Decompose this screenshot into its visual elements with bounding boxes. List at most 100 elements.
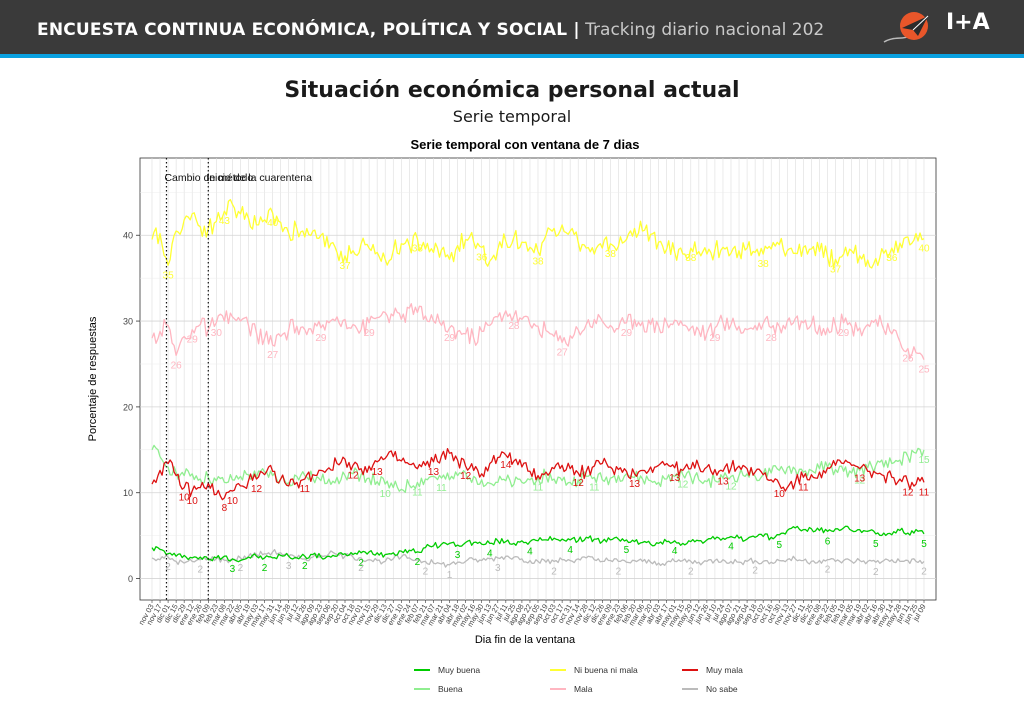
data-label: 4 (728, 541, 734, 552)
data-label: 40 (918, 244, 930, 255)
y-tick-label: 20 (123, 402, 133, 412)
x-axis-label: Dia fin de la ventana (475, 634, 576, 646)
data-label: 29 (444, 333, 456, 344)
data-label: 11 (798, 482, 809, 493)
chart-legend: Muy buena Ni buena ni mala Muy mala Buena Ma… (414, 665, 743, 694)
data-label: 10 (179, 493, 191, 504)
data-label: 38 (532, 257, 544, 268)
data-label: 2 (921, 566, 927, 577)
data-label: 38 (412, 244, 424, 255)
data-label: 13 (717, 476, 729, 487)
data-label: 12 (725, 481, 737, 492)
legend-label: Muy mala (706, 665, 743, 675)
data-label: 15 (918, 455, 930, 466)
data-label: 29 (315, 333, 327, 344)
data-label: 37 (830, 264, 842, 275)
data-label: 12 (347, 470, 359, 481)
data-label: 13 (669, 473, 681, 484)
y-tick-label: 30 (123, 317, 133, 327)
page-title: Situación económica personal actual (284, 78, 740, 103)
data-label: 2 (825, 565, 831, 576)
data-label: 43 (219, 216, 231, 227)
data-label: 2 (873, 567, 879, 578)
data-label: 38 (685, 253, 697, 264)
data-label: 29 (364, 328, 376, 339)
data-label: 13 (854, 474, 866, 485)
data-label: 8 (222, 503, 228, 514)
legend-label: No sabe (706, 684, 738, 694)
data-label: 27 (267, 350, 279, 361)
data-label: 2 (262, 563, 268, 574)
data-label: 40 (267, 218, 279, 229)
data-label: 3 (495, 563, 501, 574)
data-label: 4 (567, 545, 573, 556)
data-label: 26 (171, 360, 183, 371)
data-label: 5 (873, 539, 879, 550)
data-label: 29 (838, 328, 850, 339)
brand-logo-icon (883, 12, 929, 43)
data-label: 12 (854, 475, 866, 486)
y-tick-label: 40 (123, 231, 133, 241)
data-label: 12 (677, 480, 689, 491)
data-label: 11 (919, 487, 930, 498)
data-label: 2 (415, 557, 421, 568)
data-label: 4 (672, 546, 678, 557)
header-stripe (0, 54, 1024, 58)
data-label: 13 (629, 479, 641, 490)
series-line-muy-buena (151, 525, 925, 563)
data-label: 3 (455, 550, 461, 561)
data-label: 5 (776, 540, 782, 551)
header-title-bold: ENCUESTA CONTINUA ECONÓMICA, POLÍTICA Y … (37, 20, 580, 40)
data-label: 5 (624, 545, 630, 556)
data-label: 10 (774, 489, 786, 500)
data-label: 2 (358, 558, 364, 569)
data-label: 5 (921, 539, 927, 550)
data-label: 11 (533, 482, 544, 493)
data-label: 2 (616, 566, 622, 577)
data-label: 14 (500, 460, 512, 471)
data-label: 37 (339, 261, 351, 272)
data-label: 36 (886, 253, 898, 264)
chart-title: Serie temporal con ventana de 7 dias (410, 137, 639, 152)
data-label: 11 (412, 487, 423, 498)
data-label: 11 (589, 482, 600, 493)
y-tick-label: 0 (128, 574, 133, 584)
data-label: 4 (487, 548, 493, 559)
data-label: 35 (163, 270, 175, 281)
data-label: 4 (527, 547, 533, 558)
data-label: 38 (758, 259, 770, 270)
data-label: 10 (380, 489, 392, 500)
legend-label: Ni buena ni mala (574, 665, 638, 675)
y-axis-label: Porcentaje de respuestas (87, 316, 99, 441)
header-bar (0, 0, 1024, 54)
data-label: 25 (918, 365, 930, 376)
data-label: 2 (752, 566, 758, 577)
data-label: 29 (187, 335, 199, 346)
data-label: 2 (165, 562, 171, 573)
header-title-light: Tracking diario nacional 202 (579, 20, 825, 40)
data-label: 13 (428, 467, 440, 478)
data-label: 26 (902, 354, 914, 365)
event-label: Cambio de método (164, 172, 253, 184)
y-tick-label: 10 (123, 488, 133, 498)
data-label: 12 (902, 487, 914, 498)
data-label: 2 (358, 563, 364, 574)
data-label: 2 (238, 563, 244, 574)
page-subtitle: Serie temporal (452, 107, 572, 126)
data-label: 12 (573, 478, 585, 489)
data-label: 2 (197, 565, 203, 576)
data-label: 11 (436, 483, 447, 494)
data-label: 11 (300, 484, 311, 495)
data-label: 2 (423, 566, 429, 577)
data-label: 28 (766, 333, 778, 344)
grid-lines (140, 158, 936, 600)
data-label: 27 (557, 348, 569, 359)
data-label: 38 (605, 249, 617, 260)
legend-label: Mala (574, 684, 593, 694)
data-label: 6 (825, 536, 831, 547)
series-line-no-sabe (151, 548, 925, 568)
data-label: 1 (447, 570, 453, 581)
series-line-muy-mala (151, 447, 925, 501)
